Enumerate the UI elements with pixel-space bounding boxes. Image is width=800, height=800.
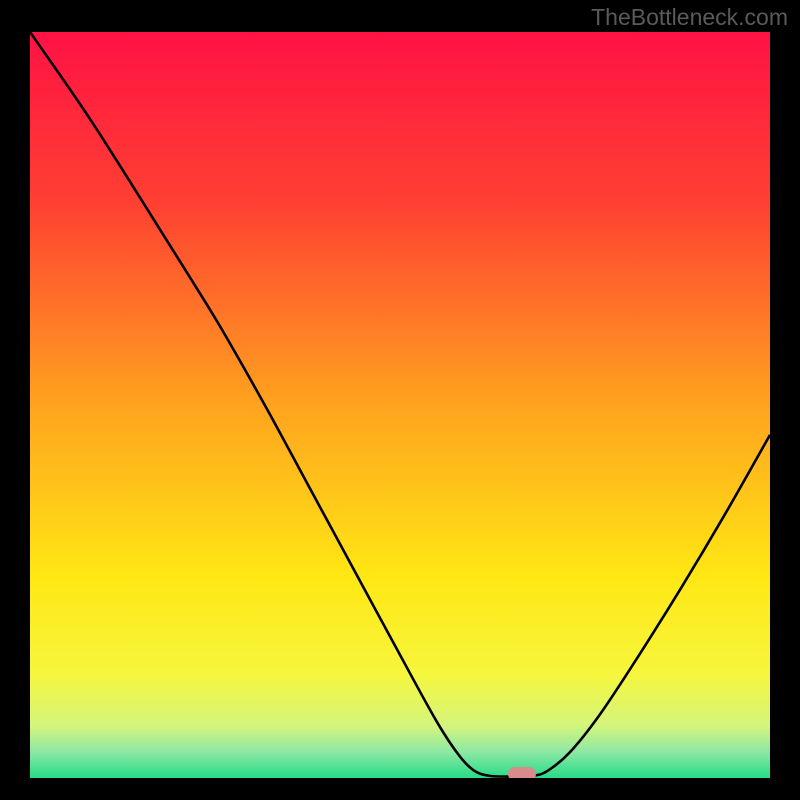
plot-frame [16,32,784,790]
curve-path [30,32,770,777]
plot-area [30,32,770,778]
optimal-marker [508,767,536,778]
performance-curve [30,32,770,778]
watermark-text: TheBottleneck.com [591,4,788,31]
